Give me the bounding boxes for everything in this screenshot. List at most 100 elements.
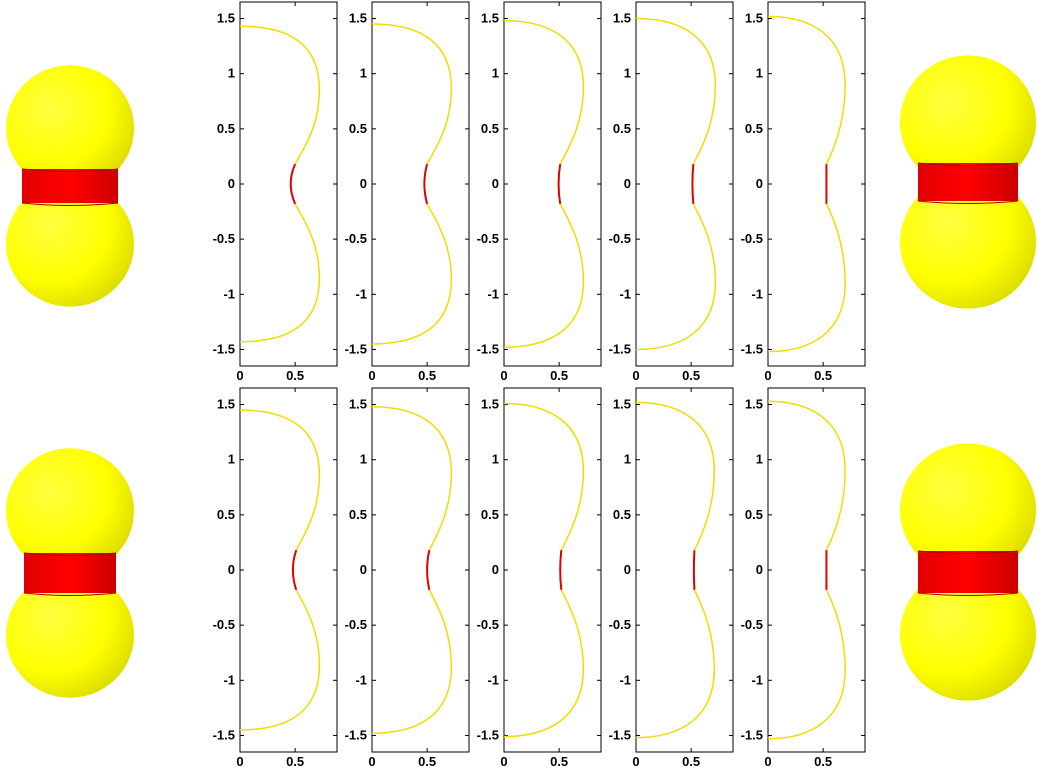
lower-lobe: [6, 572, 134, 698]
y-tick-label: -0.5: [213, 231, 235, 246]
axes-frame: [767, 387, 866, 753]
dumbbell-shape-top-right: [900, 55, 1036, 309]
y-tick-label: -1.5: [741, 727, 763, 742]
y-tick-label: -0.5: [741, 617, 763, 632]
membrane-curve-lower: [503, 203, 585, 348]
y-tick-label: 0: [756, 176, 763, 191]
dumbbell-shape-bottom-right: [900, 443, 1036, 701]
y-tick-label: 1.5: [481, 397, 499, 412]
membrane-curve-upper: [371, 23, 453, 165]
y-tick-label: 1.5: [217, 11, 235, 26]
y-tick-label: 0: [756, 562, 763, 577]
axes-frame: [503, 387, 602, 753]
y-tick-label: 1: [624, 452, 631, 467]
dumbbell-shape-top-left: [6, 65, 134, 307]
x-tick-label: 0: [764, 754, 771, 769]
neck-band: [918, 551, 1018, 593]
x-tick-label: 0: [368, 368, 375, 383]
y-tick-label: -1: [619, 672, 631, 687]
y-tick-label: 1.5: [481, 11, 499, 26]
x-tick-label: 0.5: [814, 754, 832, 769]
y-tick-label: 1: [228, 452, 235, 467]
y-tick-label: -1: [487, 672, 499, 687]
membrane-curve-lower: [239, 203, 321, 343]
membrane-curve-upper: [767, 400, 846, 551]
axes-frame: [239, 387, 338, 753]
membrane-curve-lower: [767, 589, 846, 740]
y-tick-label: 0.5: [613, 507, 631, 522]
membrane-curve-upper: [503, 402, 585, 551]
x-tick-label: 0.5: [682, 368, 700, 383]
lower-lobe: [900, 567, 1036, 701]
profile-panel: 1.510.50-0.5-1-1.50 0.5: [345, 387, 470, 769]
band-edge: [21, 202, 119, 206]
neck-curve: [692, 550, 696, 590]
axes-frame: [371, 1, 470, 367]
band-edge: [21, 168, 119, 172]
y-tick-label: 0: [228, 176, 235, 191]
y-tick-label: 1.5: [613, 11, 631, 26]
y-tick-label: -0.5: [345, 231, 367, 246]
y-tick-label: 1.5: [745, 11, 763, 26]
upper-lobe: [6, 448, 134, 574]
y-tick-label: 0.5: [217, 121, 235, 136]
neck-curve: [423, 163, 429, 205]
y-tick-label: 0: [360, 176, 367, 191]
dumbbell-shape-bottom-left: [6, 448, 134, 698]
profile-panel: 1.510.50-0.5-1-1.50 0.5: [477, 387, 602, 769]
y-tick-label: -1: [751, 286, 763, 301]
y-tick-label: -1: [355, 672, 367, 687]
y-tick-label: 1: [492, 66, 499, 81]
y-tick-label: 1: [360, 452, 367, 467]
membrane-curve-upper: [635, 401, 716, 551]
membrane-curve-upper: [239, 409, 321, 551]
x-tick-label: 0: [632, 754, 639, 769]
y-tick-label: -1.5: [741, 341, 763, 356]
y-tick-label: -1.5: [609, 341, 631, 356]
y-tick-label: -1: [619, 286, 631, 301]
membrane-curve-lower: [635, 203, 717, 351]
y-tick-label: -1.5: [609, 727, 631, 742]
membrane-curve-lower: [503, 589, 585, 738]
y-tick-label: 0.5: [217, 507, 235, 522]
lower-lobe: [900, 175, 1036, 309]
band-edge: [23, 552, 117, 556]
band-edge: [917, 592, 1019, 596]
profile-panel: 1.510.50-0.5-1-1.50 0.5: [213, 1, 338, 383]
x-tick-label: 0: [236, 754, 243, 769]
y-tick-label: -0.5: [345, 617, 367, 632]
y-tick-label: 0.5: [613, 121, 631, 136]
y-tick-label: 1.5: [349, 11, 367, 26]
y-tick-label: -1.5: [477, 727, 499, 742]
upper-lobe: [900, 55, 1036, 189]
band-edge: [23, 592, 117, 596]
band-edge: [917, 550, 1019, 554]
y-tick-label: -1.5: [477, 341, 499, 356]
y-tick-label: -1: [751, 672, 763, 687]
band-edge: [917, 200, 1019, 204]
y-tick-label: 0: [360, 562, 367, 577]
x-tick-label: 0: [500, 368, 507, 383]
membrane-curve-lower: [371, 589, 453, 734]
x-tick-label: 0.5: [550, 368, 568, 383]
y-tick-label: 0.5: [745, 507, 763, 522]
y-tick-label: -1: [223, 286, 235, 301]
band-edge: [917, 162, 1019, 166]
x-tick-label: 0.5: [550, 754, 568, 769]
membrane-curve-upper: [767, 15, 846, 165]
y-tick-label: 1.5: [613, 397, 631, 412]
neck-curve: [557, 163, 562, 205]
profile-panel: 1.510.50-0.5-1-1.50 0.5: [477, 1, 602, 383]
y-tick-label: -0.5: [213, 617, 235, 632]
x-tick-label: 0: [368, 754, 375, 769]
membrane-curve-upper: [503, 20, 585, 165]
y-tick-label: 1: [360, 66, 367, 81]
y-tick-label: -0.5: [477, 617, 499, 632]
y-tick-label: -0.5: [609, 231, 631, 246]
x-tick-label: 0: [632, 368, 639, 383]
profile-panels: 1.510.50-0.5-1-1.50 0.51.510.50-0.5-1-1.5…: [213, 1, 866, 769]
y-tick-label: -1.5: [345, 341, 367, 356]
y-tick-label: 1.5: [745, 397, 763, 412]
lower-lobe: [6, 181, 134, 307]
neck-curve: [291, 549, 298, 591]
